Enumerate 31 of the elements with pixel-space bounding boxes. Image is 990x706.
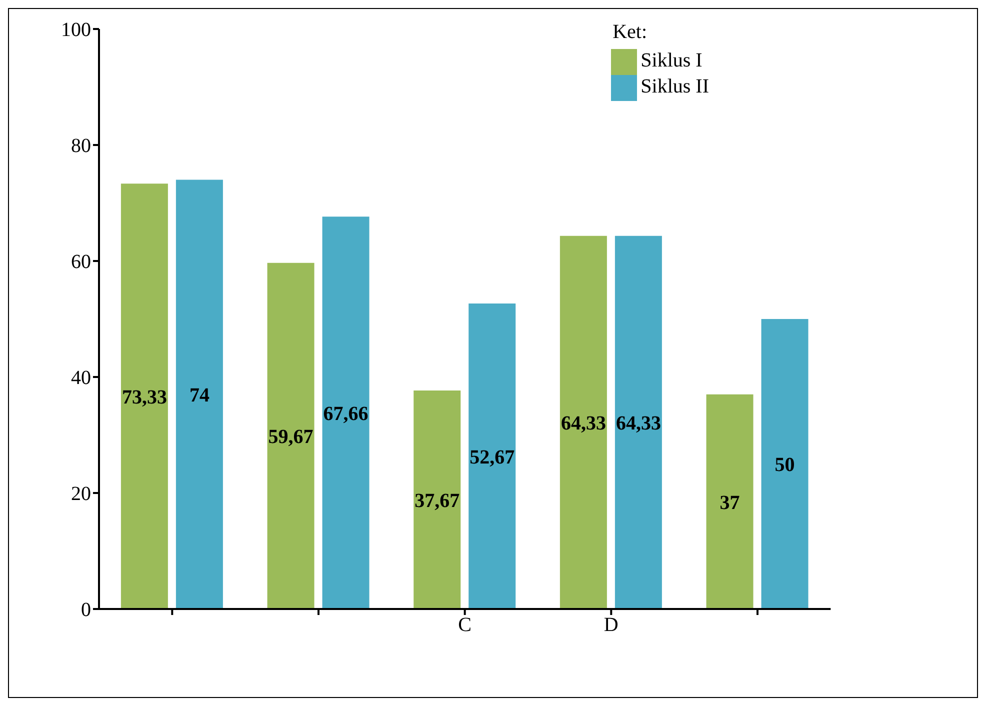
bar — [560, 236, 607, 609]
data-label: 74 — [189, 384, 210, 406]
bar — [267, 262, 314, 609]
x-tick-label: C — [458, 614, 472, 636]
data-label: 59,67 — [268, 426, 314, 448]
bar — [614, 236, 662, 609]
y-tick-label: 20 — [71, 483, 91, 506]
data-label: 64,33 — [616, 412, 661, 435]
y-tick-label: 60 — [71, 251, 91, 274]
data-label: 52,67 — [470, 446, 515, 468]
bar — [414, 390, 461, 609]
y-tick-label: 100 — [61, 19, 91, 42]
data-label: 37 — [720, 492, 740, 514]
bar — [761, 319, 808, 609]
bar — [176, 180, 223, 609]
data-label: 37,67 — [414, 490, 460, 512]
bar — [468, 304, 516, 609]
data-label: 67,66 — [323, 402, 368, 425]
data-label: 73,33 — [122, 386, 167, 408]
legend-title: Ket: — [612, 21, 647, 44]
legend-label: Siklus II — [640, 76, 709, 98]
legend-label: Siklus I — [640, 50, 702, 72]
bar — [322, 216, 370, 609]
y-tick-label: 40 — [71, 367, 91, 390]
data-label: 64,33 — [560, 412, 606, 435]
y-tick-label: 80 — [71, 135, 91, 158]
data-label: 50 — [774, 454, 795, 476]
y-tick-label: 0 — [81, 599, 91, 622]
bar — [120, 184, 168, 609]
x-tick-label: D — [604, 614, 618, 636]
bar — [706, 394, 754, 609]
